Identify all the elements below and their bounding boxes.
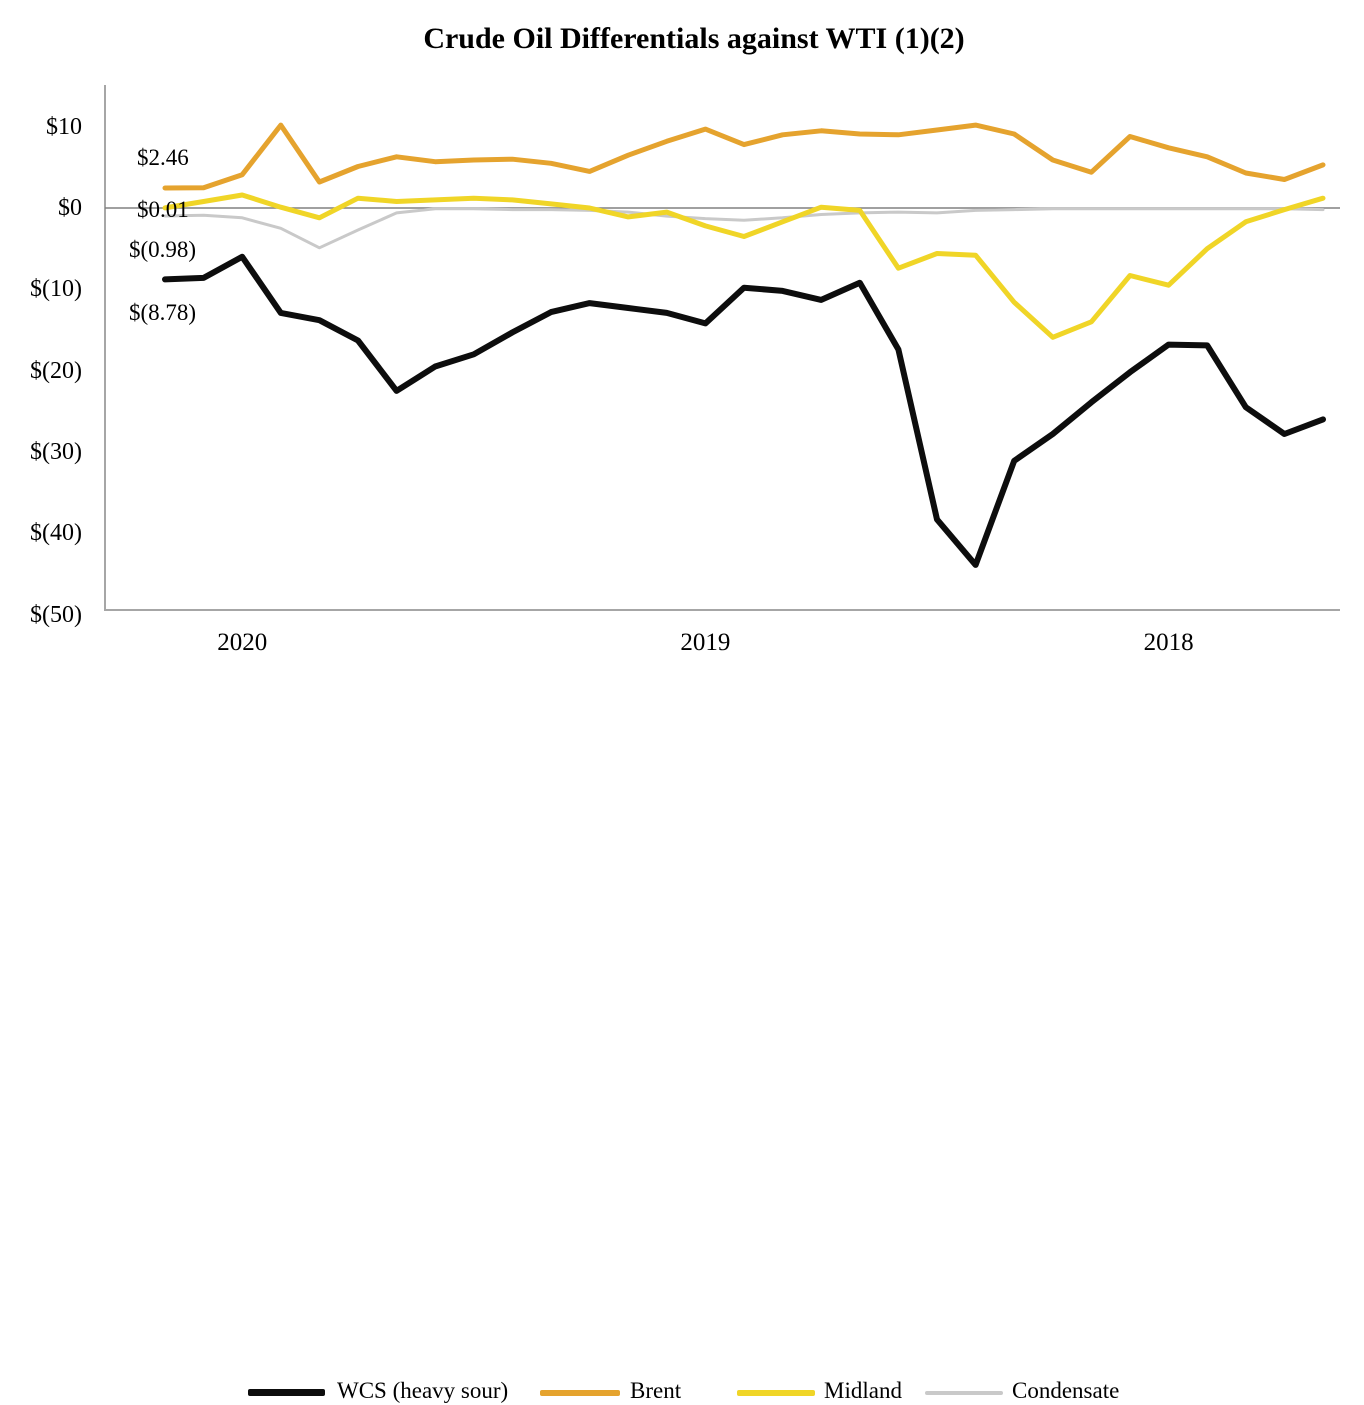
wcs-legend-swatch — [248, 1389, 325, 1396]
y-tick-label: $10 — [46, 113, 82, 140]
brent-legend-label: Brent — [630, 1378, 682, 1403]
series-line-midland — [162, 192, 1326, 340]
y-tick-label: $(50) — [30, 601, 82, 628]
condensate-legend-label: Condensate — [1012, 1378, 1120, 1403]
condensate-legend-swatch — [925, 1391, 1003, 1395]
data-label-brent: $2.46 — [137, 145, 189, 170]
chart-title: Crude Oil Differentials against WTI (1)(… — [423, 22, 965, 55]
x-tick-label-2019: 2019 — [680, 629, 731, 656]
midland-legend-swatch — [737, 1390, 815, 1396]
y-tick-label: $(10) — [30, 276, 82, 303]
data-label-condensate: $(0.98) — [129, 237, 197, 262]
y-tick-label: $0 — [58, 195, 82, 221]
x-tick-label-2020: 2020 — [217, 629, 268, 656]
midland-legend-label: Midland — [824, 1378, 902, 1403]
series-line-wcs-heavy-sour — [162, 253, 1326, 568]
data-label-wcs: $(8.78) — [129, 300, 197, 325]
series-line-brent — [162, 122, 1326, 191]
wcs-legend-label: WCS (heavy sour) — [337, 1378, 509, 1403]
y-tick-label: $(30) — [30, 438, 82, 465]
brent-legend-swatch — [540, 1390, 620, 1396]
chart-canvas — [104, 85, 1340, 611]
chart-legend: WCS (heavy sour) Brent Midland Condensat… — [0, 686, 1364, 1403]
y-tick-label: $(40) — [30, 520, 82, 547]
series-line-condensate — [163, 207, 1325, 250]
y-tick-label: $(20) — [30, 357, 82, 384]
x-tick-label-2018: 2018 — [1143, 629, 1194, 656]
crude-oil-differentials-chart: Crude Oil Differentials against WTI (1)(… — [0, 22, 1364, 1403]
data-label-midland: $0.01 — [137, 197, 189, 222]
